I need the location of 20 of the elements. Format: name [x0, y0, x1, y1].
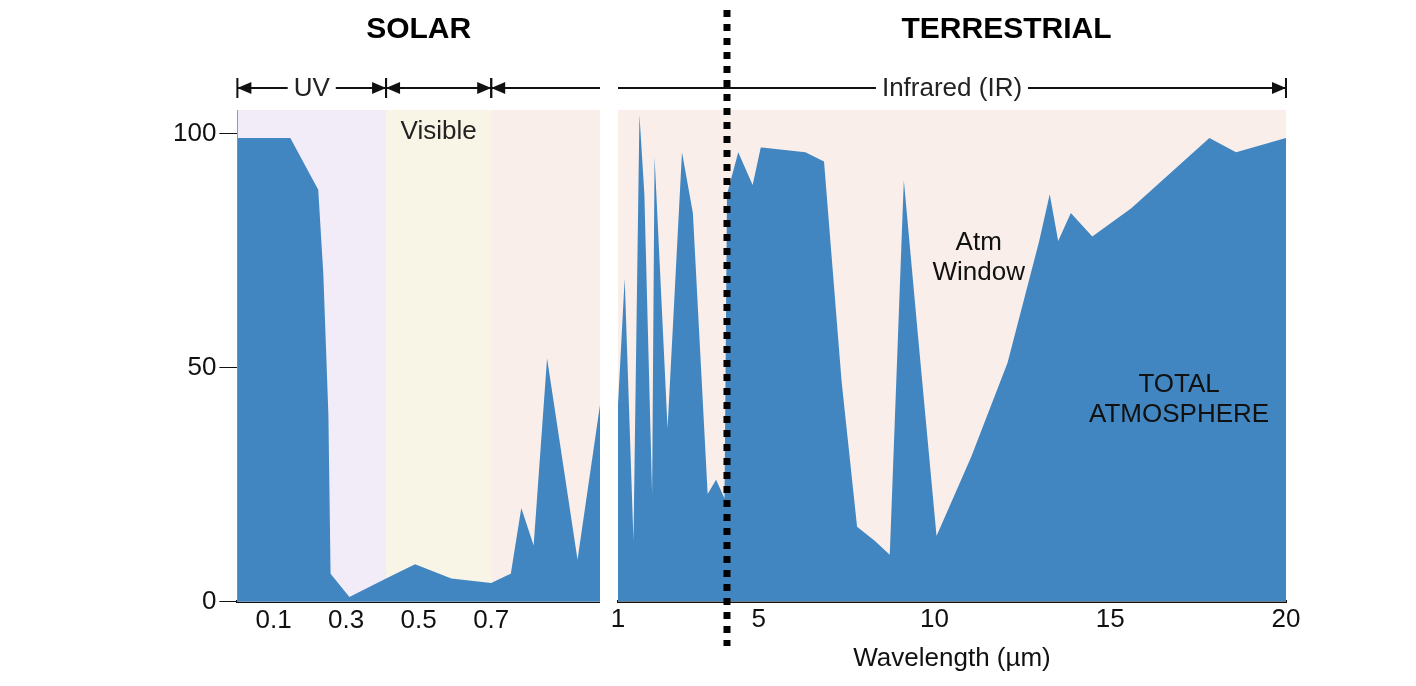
band-label: UV [293, 72, 331, 103]
x-tick-label: 15 [1095, 603, 1125, 634]
annotation: TOTAL ATMOSPHERE [1089, 368, 1270, 429]
x-tick-label: 10 [919, 603, 949, 634]
x-tick-label: 0.7 [473, 603, 510, 634]
y-tick-label: 50 [187, 350, 217, 381]
y-tick-label: 0 [201, 584, 217, 615]
text: TERRESTRIAL [901, 11, 1112, 45]
text: SOLAR [366, 11, 472, 45]
x-tick-label: 0.1 [255, 603, 292, 634]
x-tick-label: 20 [1271, 603, 1301, 634]
annotation: Atm Window [932, 225, 1026, 286]
x-tick-label: 0.3 [328, 603, 365, 634]
y-tick-label: 100 [172, 116, 217, 147]
band-label: Infrared (IR) [881, 72, 1023, 103]
x-tick-label: 1 [610, 603, 626, 634]
x-tick-label: 0.5 [400, 603, 437, 634]
x-tick-label: 5 [751, 603, 766, 634]
band-label: Visible [400, 115, 477, 146]
x-axis-title: Wavelength (µm) [853, 641, 1051, 672]
